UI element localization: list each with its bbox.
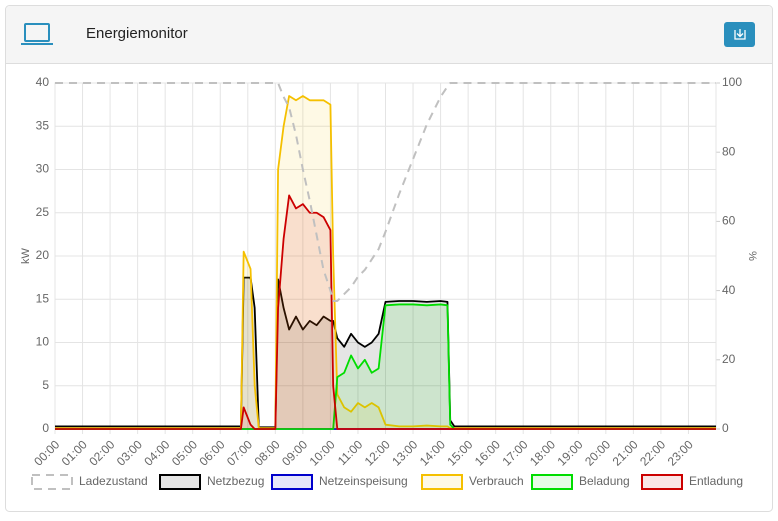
legend-label: Ladezustand [79, 474, 148, 488]
legend-swatch [159, 474, 201, 490]
y-tick-label: 30 [36, 162, 50, 176]
y-tick-label: 15 [36, 291, 50, 305]
series-line [55, 194, 716, 430]
y-tick-label: 5 [42, 378, 49, 392]
legend-label: Netzeinspeisung [319, 474, 408, 488]
card-title: Energiemonitor [86, 25, 188, 42]
series-line [55, 82, 716, 302]
legend-swatch [421, 474, 463, 490]
legend-label: Beladung [579, 474, 630, 488]
download-button[interactable] [724, 22, 755, 47]
card [5, 5, 773, 512]
legend-label: Netzbezug [207, 474, 264, 488]
y2-tick-label: 20 [722, 352, 736, 366]
y-tick-label: 10 [36, 335, 50, 349]
y-tick-label: 25 [36, 205, 50, 219]
legend-label: Entladung [689, 474, 743, 488]
y2-tick-label: 40 [722, 283, 736, 297]
y2-tick-label: 60 [722, 214, 736, 228]
area [55, 304, 716, 429]
y2-axis-label: % [746, 251, 758, 261]
area [55, 277, 716, 429]
y2-tick-label: 100 [722, 75, 742, 89]
legend-swatch [641, 474, 683, 490]
legend-swatch [271, 474, 313, 490]
y-axis-label: kW [20, 247, 32, 264]
y-tick-label: 35 [36, 118, 50, 132]
monitor-icon [21, 23, 53, 45]
card-header [6, 6, 772, 63]
legend-swatch [531, 474, 573, 490]
y2-tick-label: 80 [722, 144, 736, 158]
y-tick-label: 0 [42, 421, 49, 435]
y2-tick-label: 0 [722, 421, 729, 435]
y-tick-label: 20 [36, 248, 50, 262]
legend-swatch [31, 474, 73, 490]
y-tick-label: 40 [36, 75, 50, 89]
legend-label: Verbrauch [469, 474, 524, 488]
